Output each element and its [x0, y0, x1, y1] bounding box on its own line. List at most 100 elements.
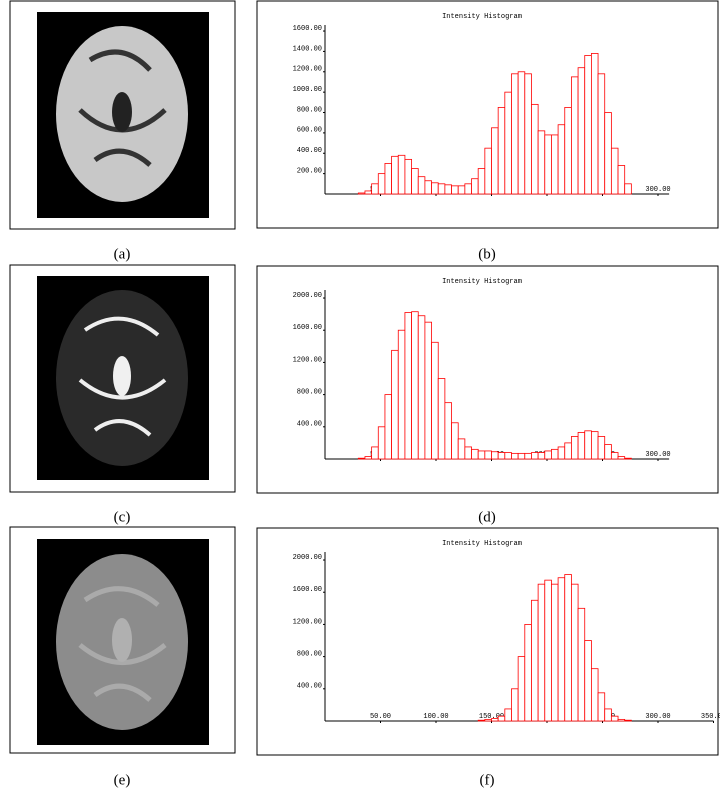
histogram-bar	[412, 312, 419, 459]
x-tick-label: 350.00	[701, 713, 720, 721]
y-tick-label: 1600.00	[293, 324, 322, 332]
histogram-bar	[545, 135, 552, 194]
caption: (e)	[114, 772, 131, 788]
histogram-bar	[432, 342, 439, 459]
histogram-bar	[525, 453, 532, 459]
histogram-bar	[591, 432, 598, 459]
histogram-bar	[525, 74, 532, 194]
histogram-bar	[578, 608, 585, 721]
histogram-bar	[365, 457, 372, 459]
histogram-bar	[405, 313, 412, 459]
y-tick-label: 600.00	[297, 127, 322, 135]
histogram-bar	[618, 457, 625, 459]
histogram-bar	[378, 427, 385, 459]
histogram-bar	[551, 135, 558, 194]
histogram-bar	[571, 584, 578, 721]
histogram-bar	[458, 439, 465, 459]
histogram-bar	[492, 128, 499, 194]
chart-title: Intensity Histogram	[442, 540, 522, 548]
figure: (a)(b)(c)(d)(e)(f)Intensity Histogram200…	[0, 0, 720, 796]
histogram-bar	[412, 169, 419, 194]
y-tick-label: 200.00	[297, 167, 322, 175]
histogram-bar	[438, 379, 445, 459]
y-tick-label: 1400.00	[293, 45, 322, 53]
histogram-bar	[578, 68, 585, 194]
histogram-bar	[378, 174, 385, 194]
histogram-bar	[445, 185, 452, 194]
chart-title: Intensity Histogram	[442, 13, 522, 21]
x-tick-label: 100.00	[423, 713, 448, 721]
histogram-bar	[585, 55, 592, 194]
histogram-bar	[438, 184, 445, 194]
histogram-bar	[538, 453, 545, 459]
histogram-bar	[385, 395, 392, 459]
histogram-bar	[558, 447, 565, 459]
y-tick-label: 400.00	[297, 683, 322, 691]
histogram-bar	[531, 104, 538, 194]
histogram-bar	[425, 322, 432, 459]
y-tick-label: 1200.00	[293, 356, 322, 364]
caption: (f)	[480, 772, 495, 788]
histogram-bar	[432, 183, 439, 194]
histogram-bar	[398, 330, 405, 459]
chart-panel: Intensity Histogram400.00800.001200.0016…	[257, 266, 718, 493]
y-tick-label: 400.00	[297, 421, 322, 429]
histogram-bar	[505, 453, 512, 459]
y-tick-label: 1200.00	[293, 66, 322, 74]
histogram-bar	[585, 431, 592, 459]
x-tick-label: 300.00	[645, 713, 670, 721]
histogram-bar	[565, 107, 572, 194]
histogram-bar	[598, 693, 605, 721]
histogram-bar	[578, 432, 585, 459]
histogram-bar	[425, 181, 432, 194]
histogram-bar	[385, 163, 392, 194]
caption: (b)	[478, 246, 496, 262]
y-tick-label: 800.00	[297, 650, 322, 658]
histogram-bar	[372, 184, 379, 194]
histogram-bar	[478, 169, 485, 194]
histogram-bar	[625, 184, 632, 194]
histogram-bar	[585, 641, 592, 721]
histogram-bar	[505, 709, 512, 721]
chart-panel: Intensity Histogram400.00800.001200.0016…	[257, 528, 720, 755]
histogram-bar	[591, 669, 598, 721]
histogram-bar	[452, 186, 459, 194]
x-tick-label: 50.00	[370, 713, 391, 721]
histogram-bar	[611, 148, 618, 194]
caption: (d)	[478, 509, 496, 525]
caption: (c)	[114, 509, 131, 525]
histogram-bar	[485, 148, 492, 194]
histogram-bar	[605, 709, 612, 721]
histogram-bar	[558, 578, 565, 721]
histogram-bar	[358, 458, 365, 459]
histogram-bar	[498, 716, 505, 721]
histogram-bar	[618, 165, 625, 194]
histogram-bar	[565, 575, 572, 721]
histogram-bar	[531, 453, 538, 459]
histogram-bar	[418, 177, 425, 194]
histogram-bar	[565, 443, 572, 459]
histogram-bar	[598, 436, 605, 459]
histogram-bar	[498, 453, 505, 459]
histogram-bar	[485, 719, 492, 721]
histogram-bar	[545, 580, 552, 721]
histogram-bar	[518, 453, 525, 459]
image-panel	[10, 265, 235, 492]
histogram-bar	[518, 657, 525, 721]
histogram-bar	[598, 74, 605, 194]
histogram-bar	[611, 453, 618, 459]
histogram-bar	[372, 447, 379, 459]
histogram-bar	[605, 445, 612, 459]
y-tick-label: 400.00	[297, 147, 322, 155]
histogram-bar	[472, 179, 479, 194]
histogram-bar	[571, 77, 578, 194]
histogram-bar	[458, 186, 465, 194]
histogram-bar	[505, 92, 512, 194]
y-tick-label: 1600.00	[293, 25, 322, 33]
histogram-bar	[551, 449, 558, 459]
histogram-bar	[538, 131, 545, 194]
image-panel	[10, 1, 235, 229]
histogram-bar	[618, 719, 625, 721]
histogram-bar	[365, 191, 372, 194]
y-tick-label: 2000.00	[293, 292, 322, 300]
